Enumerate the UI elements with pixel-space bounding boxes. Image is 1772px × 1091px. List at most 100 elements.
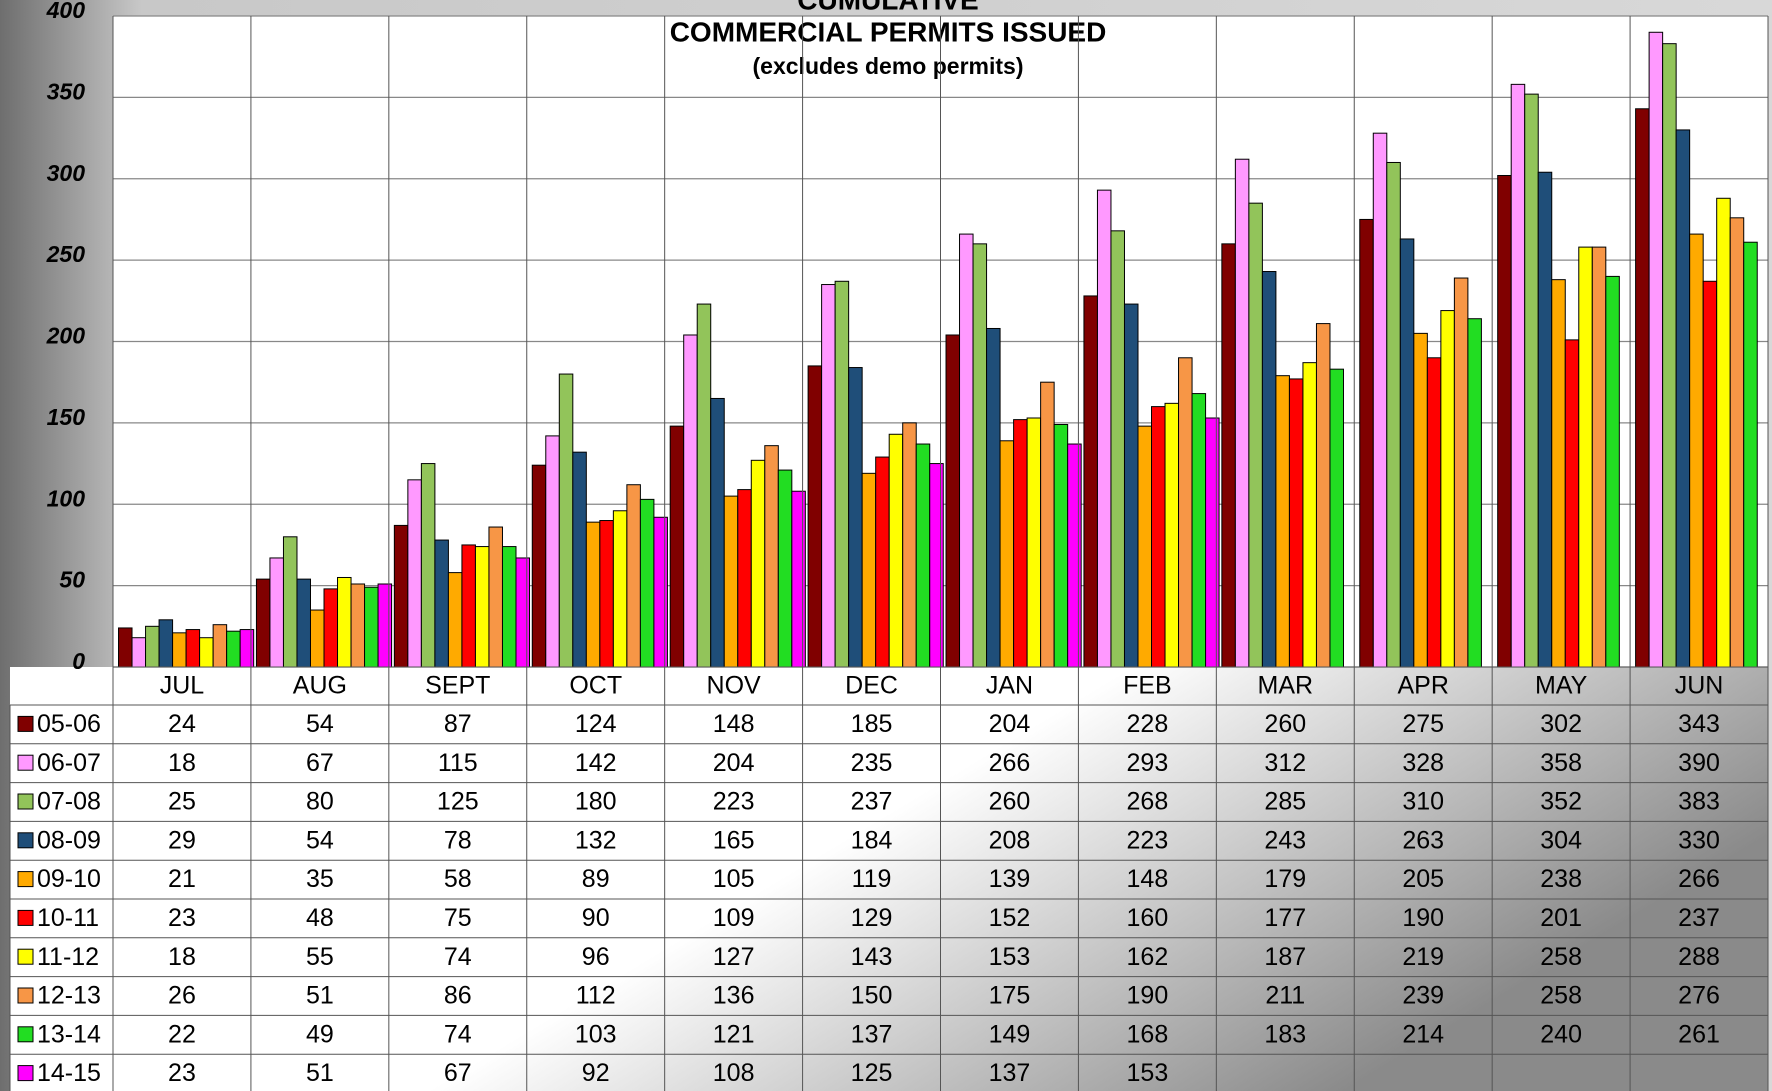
table-value: 204 — [713, 749, 755, 777]
legend-key — [17, 909, 34, 926]
x-tick-label: JUN — [1675, 672, 1724, 700]
legend-label: 14-15 — [37, 1059, 101, 1087]
legend-key — [17, 871, 34, 888]
table-value: 150 — [851, 982, 893, 1010]
bar — [1329, 368, 1344, 668]
bar — [447, 572, 463, 668]
bar — [531, 464, 547, 668]
legend-label: 09-10 — [37, 865, 101, 893]
table-value: 228 — [1127, 710, 1169, 738]
bar — [945, 334, 961, 668]
bar — [1013, 419, 1028, 668]
bar — [683, 334, 698, 668]
table-value: 383 — [1678, 788, 1720, 816]
table-value: 89 — [582, 865, 610, 893]
bar — [848, 367, 863, 668]
bar — [791, 490, 806, 668]
bar — [750, 459, 766, 668]
bar — [1372, 132, 1388, 668]
table-value: 390 — [1678, 749, 1720, 777]
table-value: 80 — [306, 788, 334, 816]
bar — [1248, 202, 1263, 668]
table-value: 54 — [306, 710, 334, 738]
table-value: 148 — [1127, 865, 1169, 893]
table-value: 205 — [1402, 865, 1444, 893]
bar — [1510, 83, 1526, 668]
bar — [1689, 233, 1704, 668]
bar — [696, 303, 712, 668]
bar — [902, 422, 917, 668]
x-tick-label: SEPT — [425, 672, 490, 700]
table-value: 237 — [1678, 904, 1720, 932]
table-value: 358 — [1540, 749, 1582, 777]
table-value: 87 — [444, 710, 472, 738]
bar — [764, 445, 779, 668]
bar — [323, 588, 339, 668]
bar — [626, 484, 641, 668]
y-tick-label: 50 — [59, 567, 85, 593]
table-value: 143 — [851, 943, 893, 971]
bar — [309, 609, 325, 668]
bar — [888, 433, 904, 668]
bar — [1275, 375, 1290, 668]
bar — [1635, 108, 1650, 668]
x-tick-label: JAN — [986, 672, 1033, 700]
table-value: 258 — [1540, 982, 1582, 1010]
legend-label: 12-13 — [37, 982, 101, 1010]
table-value: 54 — [306, 826, 334, 854]
table-value: 51 — [306, 1059, 334, 1087]
bar — [1413, 332, 1428, 668]
bar — [1137, 425, 1153, 668]
bar — [212, 624, 228, 668]
table-value: 179 — [1264, 865, 1306, 893]
x-tick-label: DEC — [845, 672, 898, 700]
table-value: 208 — [989, 826, 1031, 854]
table-value: 237 — [851, 788, 893, 816]
bar — [959, 233, 974, 668]
table-value: 266 — [989, 749, 1031, 777]
bar — [1386, 161, 1401, 668]
bar — [1053, 424, 1069, 668]
bar — [1151, 406, 1166, 668]
bar — [131, 637, 147, 668]
bar — [572, 451, 587, 668]
table-value: 276 — [1678, 982, 1720, 1010]
table-value: 243 — [1264, 826, 1306, 854]
bar — [1467, 318, 1482, 668]
table-value: 201 — [1540, 904, 1582, 932]
bar — [1591, 246, 1607, 668]
y-tick-label: 250 — [46, 241, 86, 267]
table-value: 86 — [444, 982, 472, 1010]
table-value: 125 — [851, 1059, 893, 1087]
table-value: 343 — [1678, 710, 1720, 738]
bar — [488, 526, 503, 668]
bar — [226, 630, 241, 668]
y-tick-label: 0 — [72, 648, 85, 674]
bar — [434, 539, 449, 668]
x-tick-label: MAY — [1535, 672, 1588, 700]
table-value: 288 — [1678, 943, 1720, 971]
legend-label: 10-11 — [37, 904, 99, 932]
bar — [1453, 277, 1469, 668]
table-value: 185 — [851, 710, 893, 738]
bar — [269, 557, 284, 668]
y-tick-label: 200 — [46, 323, 86, 349]
table-value: 55 — [306, 943, 334, 971]
table-value: 121 — [713, 1020, 755, 1048]
bar — [986, 327, 1001, 668]
table-value: 49 — [306, 1020, 334, 1048]
table-value: 187 — [1264, 943, 1306, 971]
table-value: 18 — [168, 943, 196, 971]
bar — [1040, 381, 1055, 668]
table-value: 352 — [1540, 788, 1582, 816]
table-value: 219 — [1402, 943, 1444, 971]
legend-key — [17, 715, 34, 732]
bar — [1178, 357, 1193, 668]
bar — [669, 425, 685, 668]
y-tick-label: 150 — [47, 404, 86, 430]
bar — [834, 280, 850, 668]
table-value: 21 — [168, 865, 196, 893]
data-table — [10, 667, 1768, 1091]
table-value: 223 — [1127, 826, 1169, 854]
